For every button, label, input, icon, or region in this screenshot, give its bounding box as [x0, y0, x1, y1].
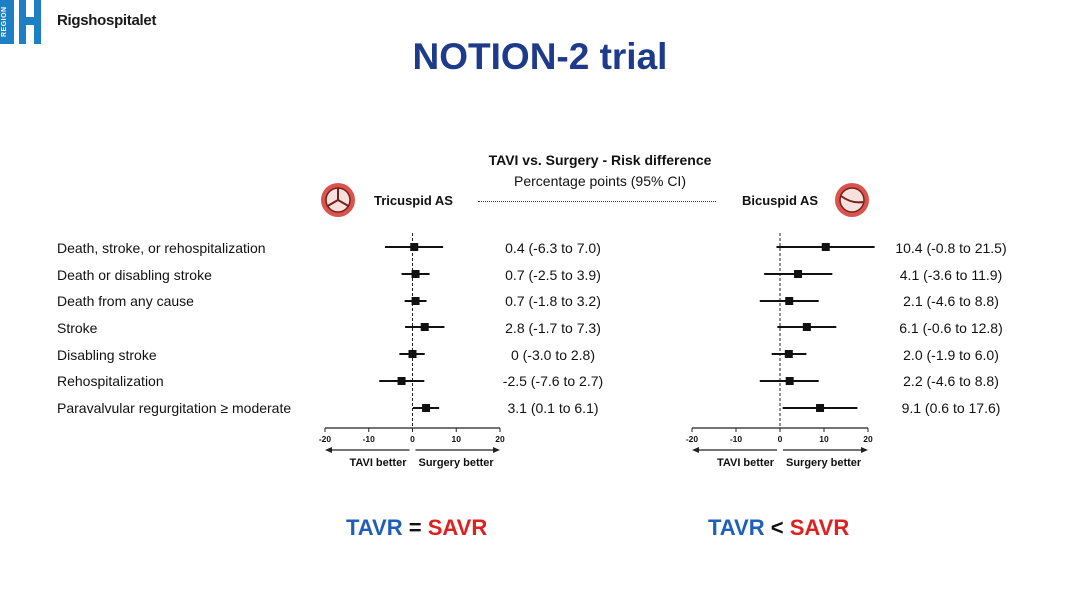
point-estimate-marker [422, 404, 431, 412]
point-estimate-marker [784, 350, 793, 358]
x-tick-label: -10 [730, 434, 743, 444]
outcome-label: Death or disabling stroke [57, 267, 212, 283]
x-tick-label: 0 [410, 434, 415, 444]
arrow-head-left [325, 447, 332, 453]
conclusion-right: SAVR [427, 515, 488, 540]
region-h-logo: REGION [0, 0, 44, 44]
arrow-head-left [692, 447, 699, 453]
tricuspid-ci-text: 0.7 (-1.8 to 3.2) [505, 293, 601, 309]
arrow-head-right [861, 447, 868, 453]
logo-name: Rigshospitalet [57, 12, 157, 29]
point-estimate-marker [411, 270, 420, 278]
conclusion-right: SAVR [789, 515, 850, 540]
conclusion-left: TAVR [346, 515, 403, 540]
tricuspid-ci-text: 0.7 (-2.5 to 3.9) [505, 267, 601, 283]
bicuspid-ci-text: 9.1 (0.6 to 17.6) [901, 400, 1001, 416]
point-estimate-marker [802, 323, 811, 331]
bicuspid-group-label: Bicuspid AS [742, 193, 819, 208]
chart-subtitle: Percentage points (95% CI) [514, 173, 686, 189]
point-estimate-marker [408, 350, 417, 358]
arrow-head-right [493, 447, 500, 453]
h-logo-icon [19, 0, 41, 44]
point-estimate-marker [785, 297, 794, 305]
point-estimate-marker [420, 323, 429, 331]
tavi-better-label: TAVI better [349, 457, 407, 469]
x-tick-label: 20 [495, 434, 505, 444]
outcome-label: Rehospitalization [57, 373, 164, 389]
tricuspid-ci-text: 2.8 (-1.7 to 7.3) [505, 320, 601, 336]
tricuspid-ci-text: 0.4 (-6.3 to 7.0) [505, 240, 601, 256]
bicuspid-ci-text: 2.1 (-4.6 to 8.8) [903, 293, 999, 309]
header-divider [478, 201, 716, 202]
surgery-better-label: Surgery better [419, 457, 495, 469]
tricuspid-ci-text: -2.5 (-7.6 to 2.7) [502, 373, 604, 389]
x-tick-label: -20 [686, 434, 699, 444]
conclusion-left: TAVR [708, 515, 765, 540]
hospital-logo: REGION Rigshospitalet [0, 0, 156, 44]
x-tick-label: 10 [452, 434, 462, 444]
bicuspid-ci-text: 2.0 (-1.9 to 6.0) [903, 347, 999, 363]
bicuspid-ci-text: 6.1 (-0.6 to 12.8) [899, 320, 1003, 336]
outcome-label: Stroke [57, 320, 98, 336]
x-tick-label: 10 [819, 434, 829, 444]
x-tick-label: -10 [363, 434, 376, 444]
point-estimate-marker [410, 243, 419, 251]
x-tick-label: 20 [863, 434, 873, 444]
chart-title: TAVI vs. Surgery - Risk difference [488, 152, 712, 168]
surgery-better-label: Surgery better [786, 457, 862, 469]
bicuspid-conclusion: TAVR < SAVR [708, 515, 849, 541]
point-estimate-marker [411, 297, 420, 305]
tricuspid-ci-text: 3.1 (0.1 to 6.1) [507, 400, 599, 416]
point-estimate-marker [794, 270, 803, 278]
tavi-better-label: TAVI better [717, 457, 775, 469]
point-estimate-marker [821, 243, 830, 251]
point-estimate-marker [816, 404, 825, 412]
outcome-label: Paravalvular regurgitation ≥ moderate [57, 400, 292, 416]
outcome-label: Death, stroke, or rehospitalization [57, 240, 266, 256]
bicuspid-ci-text: 2.2 (-4.6 to 8.8) [903, 373, 999, 389]
valve-icon [321, 183, 355, 217]
tricuspid-conclusion: TAVR = SAVR [346, 515, 487, 541]
outcome-label: Disabling stroke [57, 347, 157, 363]
valve-icon [835, 183, 869, 217]
conclusion-operator: = [408, 515, 422, 540]
x-tick-label: -20 [319, 434, 332, 444]
point-estimate-marker [785, 377, 794, 385]
point-estimate-marker [397, 377, 406, 385]
bicuspid-ci-text: 4.1 (-3.6 to 11.9) [899, 267, 1003, 283]
outcome-label: Death from any cause [57, 293, 194, 309]
slide-title: NOTION-2 trial [412, 36, 668, 77]
tricuspid-ci-text: 0 (-3.0 to 2.8) [510, 347, 596, 363]
tricuspid-group-label: Tricuspid AS [374, 193, 453, 208]
conclusion-operator: < [770, 515, 784, 540]
x-tick-label: 0 [778, 434, 783, 444]
bicuspid-ci-text: 10.4 (-0.8 to 21.5) [895, 240, 1007, 256]
